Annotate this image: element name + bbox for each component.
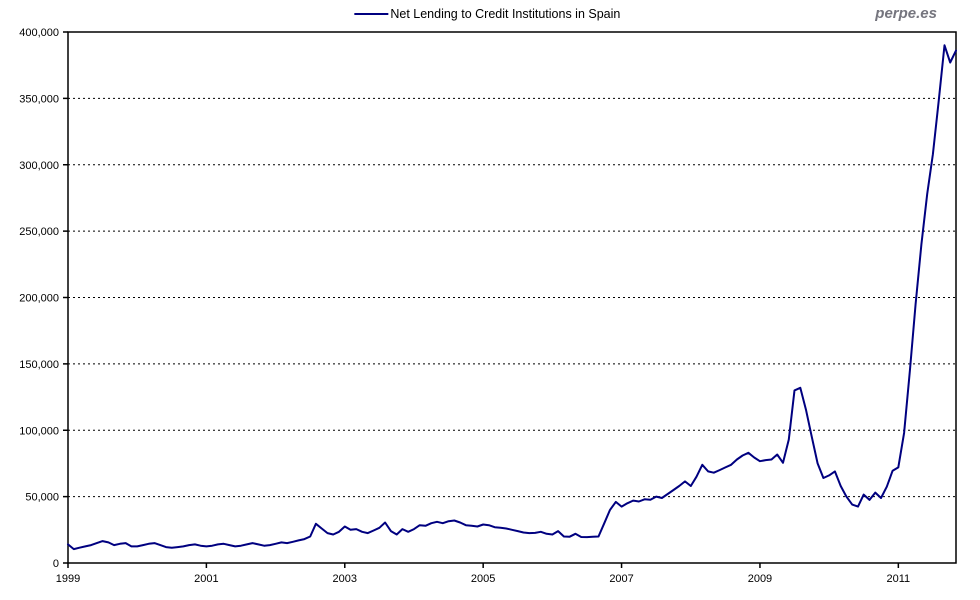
legend-label: Net Lending to Credit Institutions in Sp… — [390, 7, 621, 21]
y-axis-label: 200,000 — [19, 293, 59, 305]
y-axis-label: 400,000 — [19, 27, 59, 39]
x-axis-label: 1999 — [56, 573, 80, 585]
data-line-net-lending — [67, 44, 957, 551]
y-axis-label: 350,000 — [19, 93, 59, 105]
y-axis-label: 0 — [53, 558, 59, 570]
x-axis-label: 2001 — [194, 573, 218, 585]
y-axis-label: 100,000 — [19, 425, 59, 437]
x-axis-label: 2005 — [471, 573, 495, 585]
y-axis-label: 300,000 — [19, 160, 59, 172]
legend: Net Lending to Credit Institutions in Sp… — [354, 7, 620, 21]
x-axis-label: 2007 — [609, 573, 633, 585]
x-axis-label: 2009 — [748, 573, 772, 585]
y-axis-label: 150,000 — [19, 359, 59, 371]
x-axis-label: 2011 — [887, 573, 911, 585]
y-axis-label: 50,000 — [25, 492, 59, 504]
x-axis-label: 2003 — [333, 573, 357, 585]
legend-line-swatch — [354, 13, 389, 15]
watermark-perpe-es: perpe.es — [875, 5, 937, 22]
plot-border — [67, 31, 957, 564]
y-axis-label: 250,000 — [19, 226, 59, 238]
